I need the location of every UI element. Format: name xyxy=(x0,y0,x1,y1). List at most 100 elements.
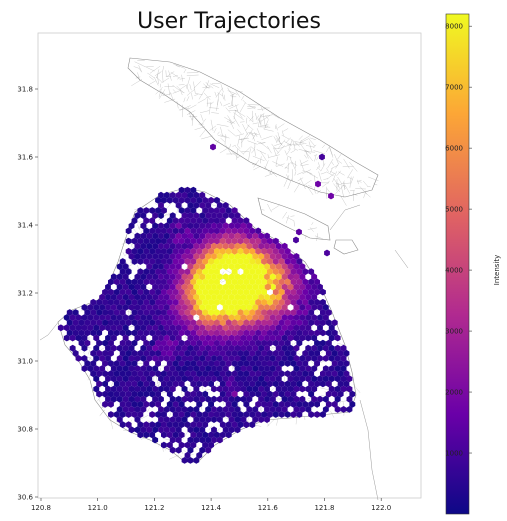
street-segment xyxy=(287,155,292,159)
hexbin-cell xyxy=(261,258,267,265)
street-segment xyxy=(323,178,329,180)
hexbin-cell xyxy=(113,360,120,367)
hexbin-cell xyxy=(178,186,185,194)
hexbin-cell xyxy=(267,329,273,337)
street-segment xyxy=(210,101,214,105)
hexbin-cell xyxy=(205,293,212,301)
hexbin-cell xyxy=(202,237,209,245)
hexbin-cell xyxy=(134,293,141,301)
hexbin-cell xyxy=(199,344,206,352)
hexbin-cell xyxy=(178,329,185,337)
hexbin-cell xyxy=(234,344,241,352)
street-segment xyxy=(319,360,326,363)
hexbin-cell xyxy=(208,339,214,347)
street-segment xyxy=(229,104,239,109)
hexbin-cell xyxy=(184,451,191,459)
hexbin-cell xyxy=(161,288,167,296)
hexbin-cell xyxy=(140,395,147,403)
hexbin-cell xyxy=(249,339,256,347)
hexbin-cell xyxy=(110,344,117,352)
hexbin-cell xyxy=(296,370,303,378)
hexbin-cell xyxy=(181,385,188,393)
hexbin-cell xyxy=(190,441,197,449)
hexbin-cell xyxy=(290,319,297,327)
hexbin-cell xyxy=(290,298,297,306)
hexbin-cell xyxy=(140,304,147,311)
hexbin-cell xyxy=(202,227,209,235)
hexbin-cell xyxy=(222,314,229,321)
street-segment xyxy=(321,183,327,188)
hexbin-cell xyxy=(211,416,217,423)
hexbin-cell xyxy=(208,380,214,388)
hexbin-cell xyxy=(190,196,197,204)
hexbin-cell xyxy=(178,319,185,327)
hexbin-cell xyxy=(322,304,329,311)
hexbin-cell xyxy=(161,339,167,347)
hexbin-cell xyxy=(163,242,170,250)
street-segment xyxy=(186,110,196,115)
hexbin-cell xyxy=(108,349,114,357)
hexbin-cell xyxy=(163,385,170,393)
hexbin-cell xyxy=(240,365,247,372)
hexbin-cell xyxy=(125,227,132,235)
hexbin-cell xyxy=(243,421,250,429)
hexbin-cell xyxy=(143,319,150,327)
hexbin-cell xyxy=(208,207,214,214)
hexbin-cell xyxy=(178,349,185,357)
hexbin-cell xyxy=(158,395,164,403)
hexbin-cell xyxy=(163,191,170,199)
hexbin-cell xyxy=(290,258,297,265)
street-segment xyxy=(106,366,109,372)
hexbin-cell xyxy=(146,293,153,301)
hexbin-cell xyxy=(255,390,262,398)
hexbin-cell xyxy=(211,395,217,403)
hexbin-cell xyxy=(281,324,288,332)
hexbin-cell xyxy=(272,339,279,347)
hexbin-cell xyxy=(272,237,279,245)
hexbin-cell xyxy=(261,360,267,367)
hexbin-cell xyxy=(119,329,126,337)
street-segment xyxy=(247,124,254,130)
hexbin-cell xyxy=(125,390,132,398)
hexbin-cell xyxy=(228,375,235,383)
hexbin-cell xyxy=(199,283,206,291)
hexbin-cell xyxy=(128,355,135,362)
hexbin-cell xyxy=(293,355,300,362)
hexbin-cell xyxy=(134,395,141,403)
street-segment xyxy=(314,235,324,240)
hexbin-cell xyxy=(320,329,326,337)
hexbin-cell xyxy=(240,375,247,383)
hexbin-cell xyxy=(181,273,188,281)
hexbin-cell xyxy=(158,334,164,342)
hexbin-cell xyxy=(134,232,141,240)
hexbin-cell xyxy=(255,360,262,367)
hexbin-cell xyxy=(265,283,271,291)
hexbin-cell xyxy=(152,355,159,362)
hexbin-cell xyxy=(205,324,212,332)
hexbin-cell xyxy=(184,196,191,204)
hexbin-cell xyxy=(308,298,315,306)
street-segment xyxy=(275,156,278,167)
hexbin-cell xyxy=(269,304,276,311)
hexbin-cell xyxy=(302,349,309,357)
hexbin-cell xyxy=(113,319,120,327)
street-segment xyxy=(256,149,267,155)
hexbin-cell xyxy=(155,258,161,265)
hexbin-cell xyxy=(308,411,315,418)
hexbin-cell xyxy=(305,365,312,372)
hexbin-cell xyxy=(105,375,111,383)
hexbin-cell xyxy=(205,314,212,321)
street-segment xyxy=(340,195,347,206)
hexbin-cell xyxy=(240,242,247,250)
hexbin-cell xyxy=(219,431,226,439)
hexbin-cell xyxy=(196,360,203,367)
hexbin-cell xyxy=(172,196,179,204)
hexbin-cell xyxy=(225,309,232,316)
hexbin-cell xyxy=(214,411,220,418)
hexbin-cell xyxy=(299,365,306,372)
hexbin-cell xyxy=(317,324,323,332)
hexbin-cell xyxy=(131,309,138,316)
street-segment xyxy=(304,154,307,159)
hexbin-cell xyxy=(108,370,114,378)
hexbin-cell xyxy=(202,380,209,388)
